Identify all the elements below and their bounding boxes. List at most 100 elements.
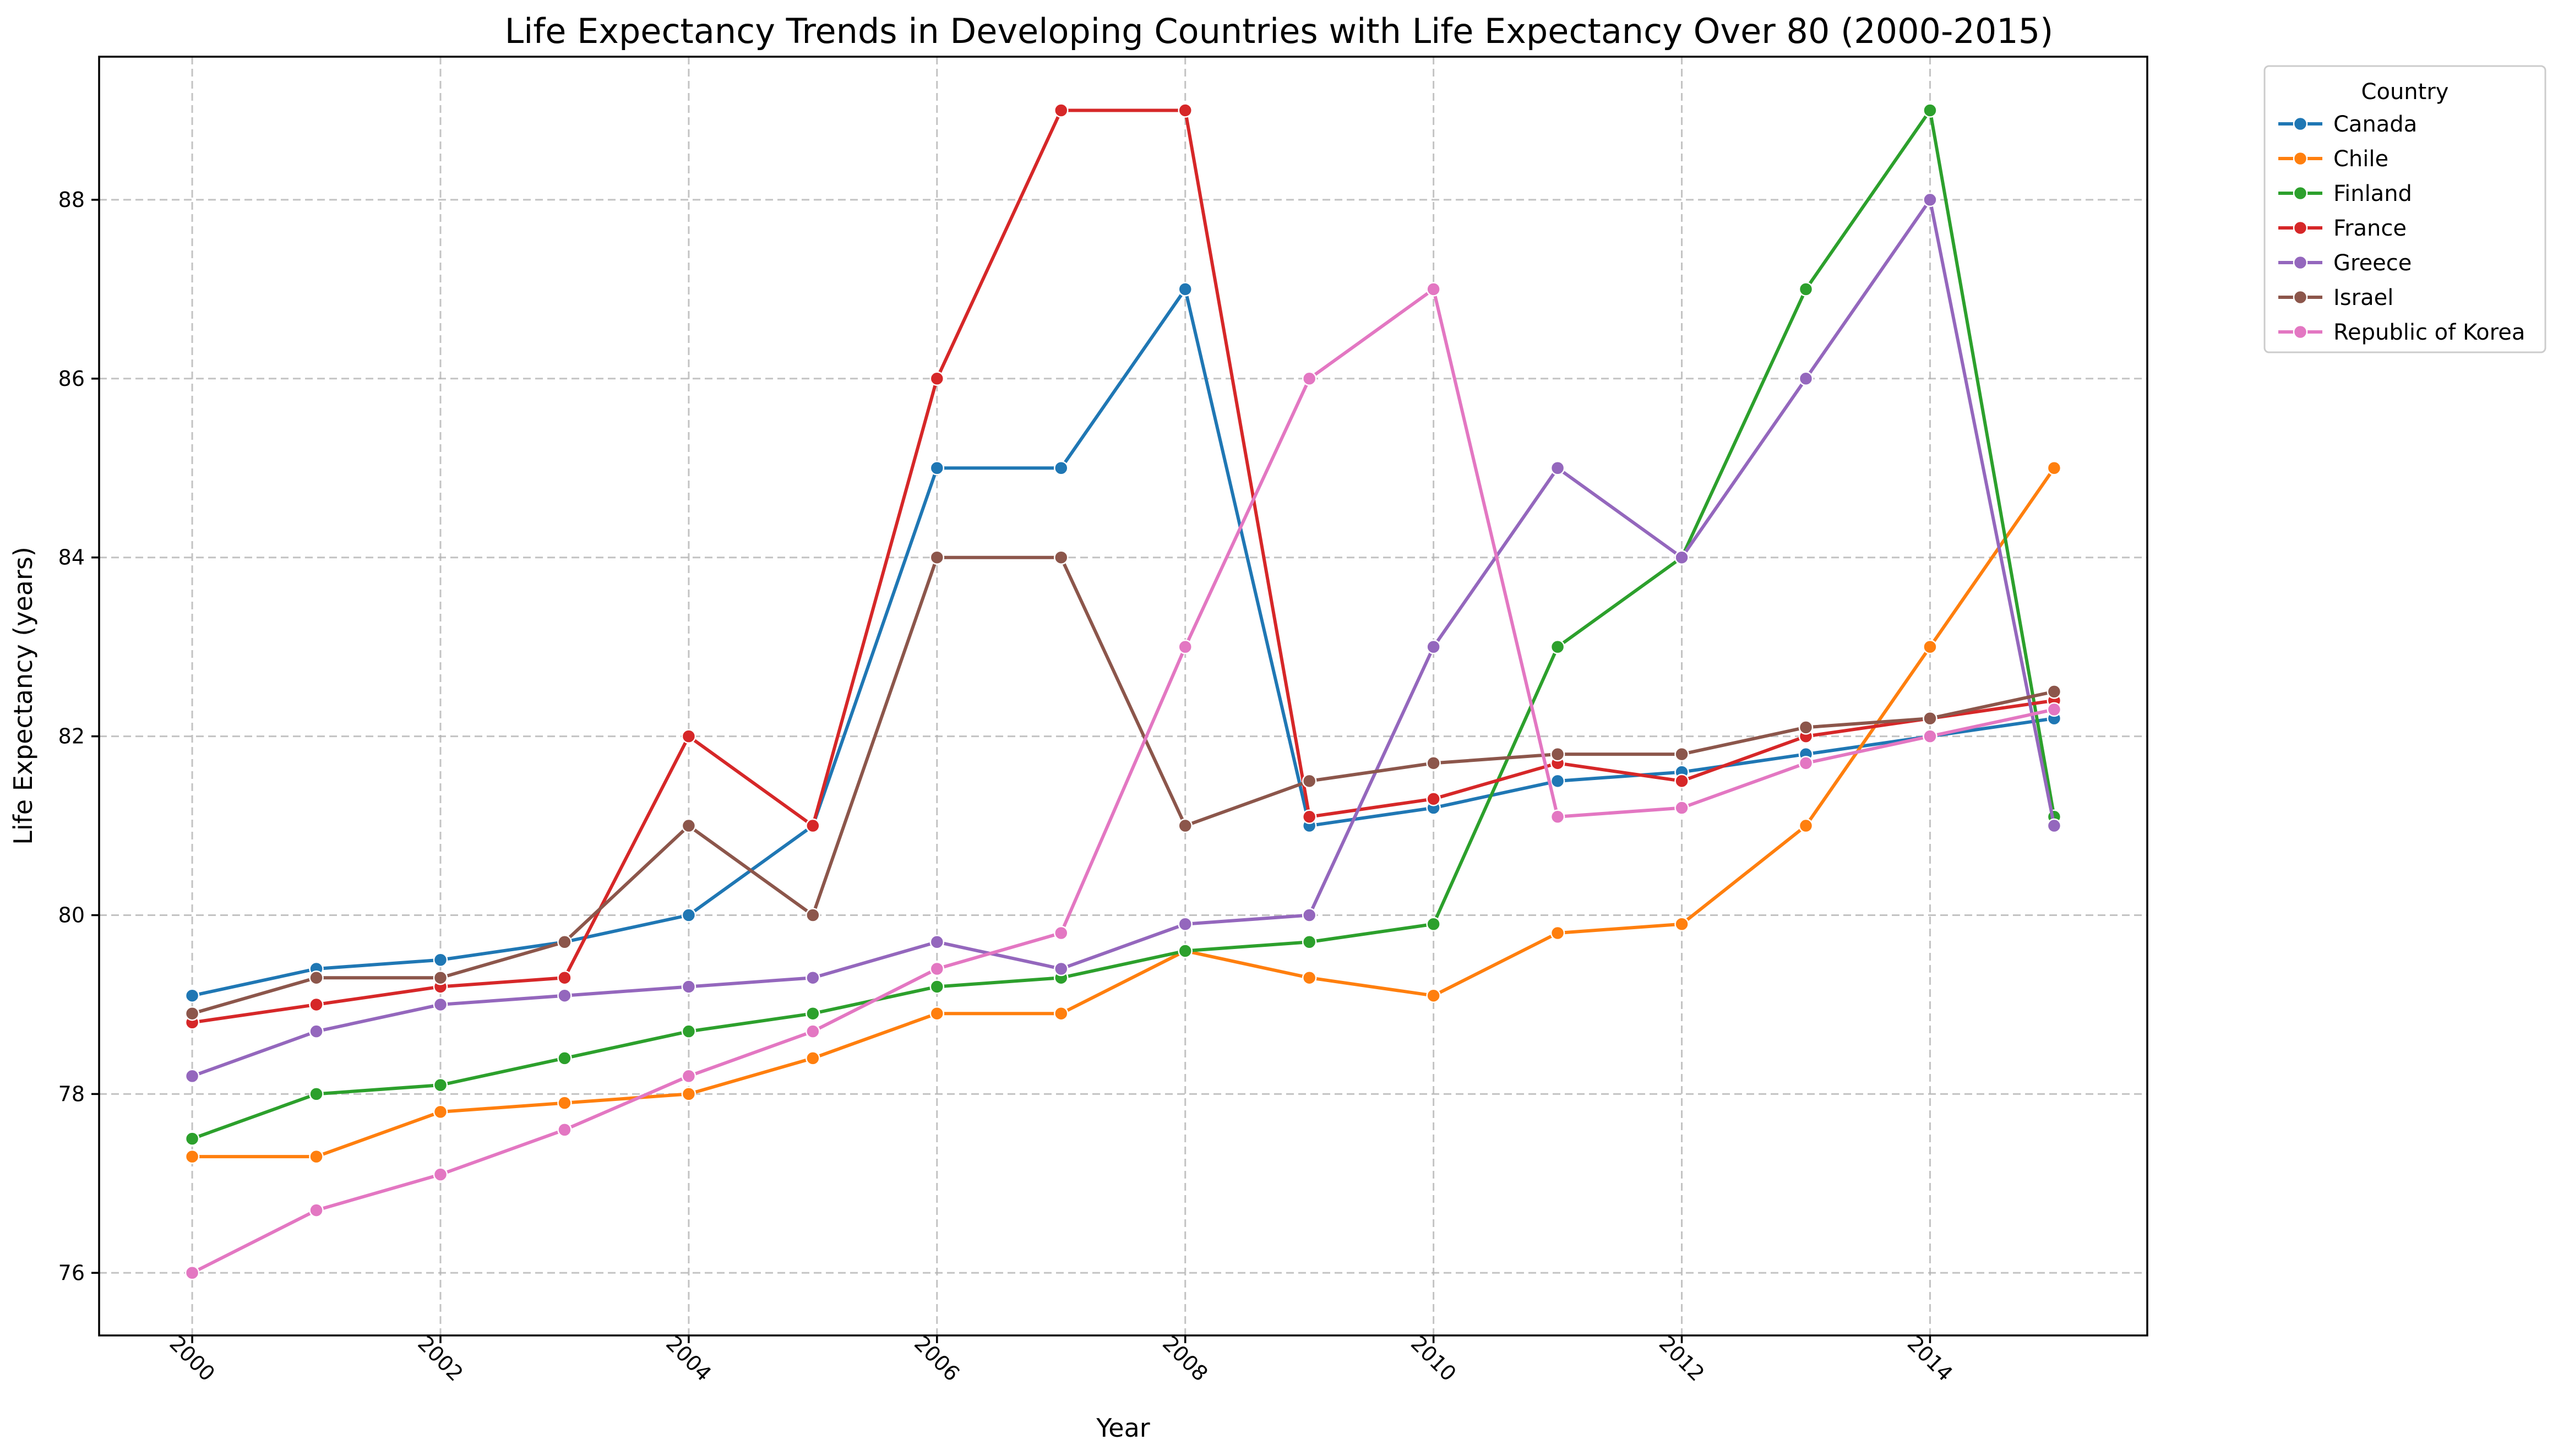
plot-frame <box>98 56 2148 1337</box>
data-point <box>433 952 448 967</box>
data-point <box>433 1077 448 1093</box>
data-point <box>1054 925 1069 941</box>
legend: Country Canada Chile Finland France Greece Is… <box>2263 65 2546 353</box>
legend-swatch-marker <box>2293 151 2308 166</box>
x-axis: 2000 2002 2004 2006 2008 2010 2012 2014 <box>165 1331 1957 1386</box>
data-point <box>1426 639 1441 655</box>
legend-label: Finland <box>2333 181 2412 206</box>
y-tick-label: 80 <box>58 903 85 927</box>
data-point <box>557 988 572 1003</box>
legend-swatch-marker <box>2293 324 2308 340</box>
data-point <box>1178 917 1193 931</box>
y-axis-label: Life Expectancy (years) <box>8 547 38 845</box>
legend-swatch-marker <box>2293 220 2308 236</box>
y-tick-label: 86 <box>58 367 85 391</box>
data-point <box>1798 720 1814 735</box>
y-tick-label: 82 <box>58 724 85 749</box>
data-point <box>309 1024 324 1039</box>
y-tick-label: 76 <box>58 1261 85 1285</box>
data-point <box>806 970 820 985</box>
legend-label: France <box>2333 216 2407 241</box>
data-point <box>1550 809 1565 825</box>
data-point <box>1054 961 1069 977</box>
legend-title: Country <box>2361 79 2449 105</box>
data-point <box>1550 639 1565 655</box>
data-point <box>1054 461 1069 476</box>
data-point <box>681 1068 696 1084</box>
data-point <box>1302 809 1317 825</box>
data-point <box>1674 800 1689 815</box>
data-point <box>1674 746 1689 762</box>
series-chile <box>184 461 2062 1164</box>
series-line <box>191 108 2056 1024</box>
series-line <box>191 108 2056 1141</box>
data-point <box>433 997 448 1012</box>
data-point <box>1798 818 1814 833</box>
data-point <box>681 979 696 994</box>
series-line <box>191 287 2056 997</box>
data-point <box>681 1024 696 1039</box>
legend-swatch-marker <box>2293 186 2308 201</box>
series-canada <box>184 282 2062 1003</box>
data-point <box>929 1006 945 1021</box>
data-point <box>681 908 696 923</box>
data-point <box>1426 756 1441 771</box>
grid <box>99 57 2147 1335</box>
data-point <box>681 818 696 833</box>
data-point <box>1923 192 1937 208</box>
data-point <box>184 1131 200 1146</box>
legend-label: Greece <box>2333 250 2412 276</box>
data-point <box>1178 282 1193 297</box>
data-point <box>309 970 324 985</box>
series-republic-of-korea <box>184 282 2062 1280</box>
data-point <box>1302 371 1317 386</box>
data-point <box>1178 818 1193 833</box>
data-point <box>1302 970 1317 985</box>
data-point <box>184 1266 200 1280</box>
legend-label: Chile <box>2333 146 2388 172</box>
x-axis-label: Year <box>1096 1413 1150 1443</box>
y-tick-label: 84 <box>58 546 85 570</box>
data-point <box>1798 756 1814 771</box>
data-point <box>1674 773 1689 789</box>
data-point <box>557 1095 572 1110</box>
data-point <box>433 970 448 985</box>
data-point <box>806 1051 820 1066</box>
data-point <box>1426 282 1441 297</box>
legend-label: Canada <box>2333 112 2417 137</box>
series-line <box>191 466 2056 1159</box>
data-point <box>2047 818 2062 833</box>
data-point <box>929 550 945 565</box>
data-point <box>557 934 572 950</box>
data-point <box>1923 711 1937 726</box>
data-point <box>929 371 945 386</box>
data-point <box>1550 773 1565 789</box>
data-point <box>1923 729 1937 744</box>
series-line <box>191 198 2056 1078</box>
legend-swatch-marker <box>2293 255 2308 270</box>
data-point <box>184 988 200 1003</box>
y-axis: 76 78 80 82 84 86 88 <box>58 188 99 1285</box>
data-point <box>1054 1006 1069 1021</box>
data-point <box>1302 934 1317 950</box>
data-point <box>1674 917 1689 931</box>
legend-swatch-marker <box>2293 290 2308 305</box>
data-point <box>1550 461 1565 476</box>
data-point <box>2047 461 2062 476</box>
data-point <box>309 1149 324 1164</box>
data-point <box>557 970 572 985</box>
data-point <box>2047 702 2062 717</box>
data-point <box>184 1149 200 1164</box>
data-point <box>1550 746 1565 762</box>
data-point <box>1178 103 1193 118</box>
data-point <box>184 1006 200 1021</box>
data-point <box>2047 684 2062 699</box>
data-point <box>433 1167 448 1182</box>
series-group <box>184 103 2062 1280</box>
series-greece <box>184 192 2062 1084</box>
data-point <box>806 1006 820 1021</box>
data-point <box>1054 103 1069 118</box>
y-tick-label: 88 <box>58 188 85 212</box>
data-point <box>1178 944 1193 958</box>
